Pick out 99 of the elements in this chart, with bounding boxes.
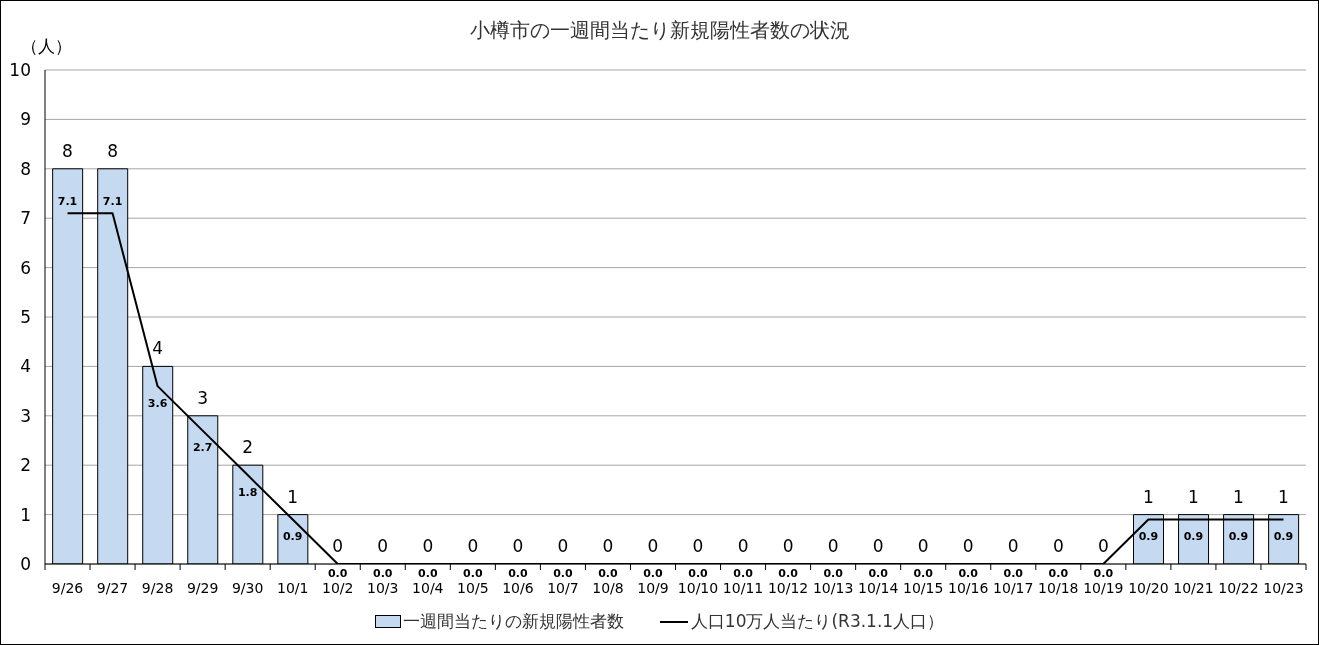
y-tick-label: 3 xyxy=(20,405,31,426)
data-label: 0 xyxy=(872,536,884,556)
x-tick-label: 9/30 xyxy=(231,580,264,596)
data-label: 1 xyxy=(1278,486,1289,507)
data-label: 0.0 xyxy=(778,566,799,580)
data-label: 0.9 xyxy=(1183,530,1204,544)
x-tick-label: 9/26 xyxy=(51,580,84,596)
data-label: 0.0 xyxy=(463,566,483,580)
x-tick-label: 10/23 xyxy=(1263,580,1304,596)
x-tick-label: 10/20 xyxy=(1128,580,1169,596)
y-tick-label: 2 xyxy=(20,455,31,476)
data-label: 0.0 xyxy=(553,566,573,580)
data-label: 0.0 xyxy=(373,566,393,580)
x-tick-label: 10/8 xyxy=(592,580,624,596)
y-tick-label: 4 xyxy=(20,356,31,377)
data-label: 2 xyxy=(242,437,254,458)
data-label: 0 xyxy=(782,536,794,556)
data-label: 0 xyxy=(962,536,974,556)
data-label: 0 xyxy=(917,536,929,556)
data-label: 0.0 xyxy=(1093,566,1114,580)
data-label: 1 xyxy=(1142,486,1154,507)
x-tick-label: 10/5 xyxy=(457,580,489,596)
data-label: 0.0 xyxy=(733,566,754,580)
data-label: 0.9 xyxy=(1138,530,1159,544)
data-label: 0.0 xyxy=(508,566,528,580)
x-tick-label: 10/16 xyxy=(948,580,989,596)
data-label: 0 xyxy=(602,536,614,556)
data-label: 0 xyxy=(692,536,704,556)
data-label: 0.0 xyxy=(688,566,709,580)
x-tick-label: 10/14 xyxy=(857,580,899,596)
y-tick-label: 7 xyxy=(20,208,31,229)
data-label: 0 xyxy=(737,536,749,556)
data-label: 0 xyxy=(1007,536,1019,556)
y-tick-label: 10 xyxy=(9,60,31,81)
data-label: 0.0 xyxy=(868,566,889,580)
x-tick-label: 10/9 xyxy=(637,580,669,596)
data-label: 0 xyxy=(377,536,389,556)
data-label: 2.7 xyxy=(192,441,213,455)
data-label: 1 xyxy=(1233,486,1244,507)
y-tick-label: 1 xyxy=(20,504,31,525)
x-tick-label: 10/15 xyxy=(903,580,944,596)
data-label: 0.9 xyxy=(1228,530,1249,544)
y-tick-label: 9 xyxy=(20,109,31,130)
data-label: 0.0 xyxy=(823,566,844,580)
x-tick-label: 10/2 xyxy=(322,580,354,596)
x-tick-label: 9/29 xyxy=(186,580,219,596)
x-tick-label: 10/12 xyxy=(767,580,809,596)
data-label: 0 xyxy=(332,536,344,556)
y-tick-label: 8 xyxy=(20,158,31,179)
legend-label: 人口10万人当たり(R3.1.1人口） xyxy=(690,610,945,633)
x-tick-label: 9/27 xyxy=(96,580,129,596)
data-label: 0 xyxy=(1097,536,1109,556)
x-tick-label: 10/11 xyxy=(722,580,764,596)
data-label: 0.0 xyxy=(327,566,348,580)
data-label: 0 xyxy=(647,536,659,556)
x-tick-label: 10/4 xyxy=(412,580,444,596)
data-label: 0.9 xyxy=(1273,530,1294,544)
x-tick-label: 10/18 xyxy=(1038,580,1079,596)
data-label: 0.0 xyxy=(418,566,438,580)
data-label: 0.0 xyxy=(913,566,934,580)
x-tick-label: 10/3 xyxy=(367,580,399,596)
data-label: 0.0 xyxy=(1003,566,1024,580)
data-label: 0 xyxy=(1052,536,1064,556)
data-label: 1 xyxy=(287,486,299,507)
data-label: 0.9 xyxy=(282,530,303,544)
data-label: 0 xyxy=(422,536,434,556)
chart-title: 小樽市の一週間当たり新規陽性者数の状況 xyxy=(469,18,850,42)
data-label: 8 xyxy=(62,140,73,161)
data-label: 0.0 xyxy=(1048,566,1069,580)
data-label: 1.8 xyxy=(237,485,258,499)
x-tick-label: 9/28 xyxy=(141,580,174,596)
x-tick-label: 10/10 xyxy=(677,580,719,596)
y-tick-label: 0 xyxy=(20,554,31,575)
x-tick-label: 10/6 xyxy=(502,580,534,596)
y-tick-label: 6 xyxy=(20,257,31,278)
legend-label: 一週間当たりの新規陽性者数 xyxy=(402,610,624,633)
y-tick-label: 5 xyxy=(20,307,31,328)
data-label: 3.6 xyxy=(147,396,168,410)
data-label: 8 xyxy=(107,140,118,161)
x-tick-label: 10/13 xyxy=(812,580,854,596)
data-label: 0 xyxy=(827,536,839,556)
x-tick-label: 10/19 xyxy=(1083,580,1124,596)
x-tick-label: 10/7 xyxy=(547,580,579,596)
x-tick-label: 10/22 xyxy=(1218,580,1259,596)
data-label: 0.0 xyxy=(958,566,979,580)
data-label: 7.1 xyxy=(57,194,78,208)
y-axis-title: （人） xyxy=(21,35,72,58)
data-label: 4 xyxy=(152,338,163,359)
x-tick-label: 10/1 xyxy=(276,580,309,596)
x-tick-label: 10/17 xyxy=(993,580,1034,596)
data-label: 0 xyxy=(467,536,479,556)
data-label: 7.1 xyxy=(102,194,123,208)
data-label: 1 xyxy=(1188,486,1199,507)
x-tick-label: 10/21 xyxy=(1173,580,1214,596)
data-label: 3 xyxy=(197,387,209,408)
data-label: 0 xyxy=(557,536,569,556)
data-label: 0.0 xyxy=(643,566,664,580)
data-label: 0.0 xyxy=(598,566,619,580)
data-label: 0 xyxy=(512,536,524,556)
